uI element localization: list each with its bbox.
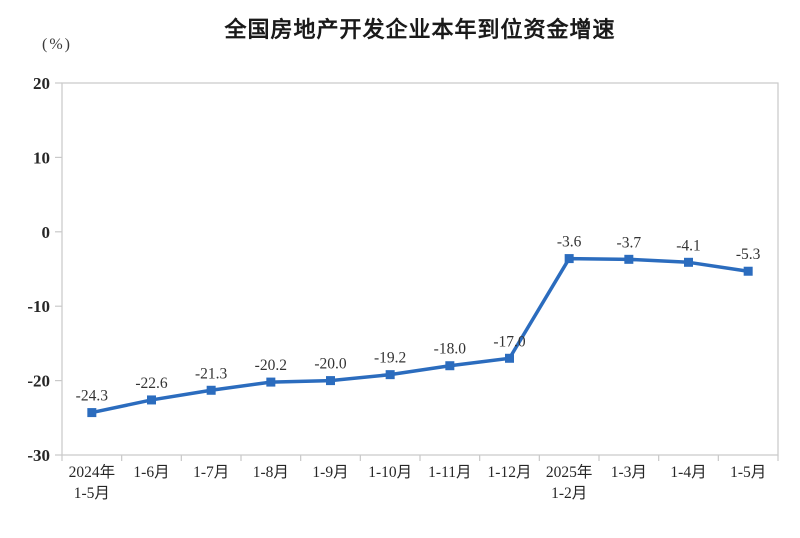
x-axis-category-label: 1-9月 (312, 464, 348, 481)
data-point-marker (206, 385, 216, 395)
y-axis-tick-label: -30 (27, 446, 50, 465)
x-axis-category-label: 2024年 1-5月 (69, 463, 116, 502)
data-point-marker (624, 254, 634, 264)
data-point-marker (266, 377, 276, 387)
y-axis-tick-label: -20 (27, 372, 50, 391)
data-point-label: -5.3 (736, 246, 761, 263)
y-axis-tick-label: 20 (33, 74, 50, 93)
data-point-marker (326, 376, 335, 386)
data-point-label: -22.6 (135, 375, 168, 392)
y-axis-tick-label: -10 (27, 297, 50, 316)
y-axis-tick-label: 0 (42, 223, 51, 242)
data-point-label: -21.3 (195, 365, 228, 382)
data-point-marker (505, 353, 514, 363)
y-axis-unit-label: (%) (42, 36, 72, 53)
x-axis-category-label: 1-10月 (368, 464, 412, 481)
plot-area-border (61, 82, 779, 456)
x-axis-category-label: 1-7月 (193, 464, 229, 481)
data-point-label: -18.0 (434, 341, 467, 358)
data-point-marker (147, 395, 156, 405)
data-line (90, 256, 750, 415)
x-axis-category-label: 2025年 1-2月 (546, 463, 593, 502)
x-axis-category-label: 1-3月 (611, 464, 647, 481)
data-point-marker (445, 361, 455, 371)
data-point-label: -17.0 (493, 333, 526, 350)
data-point-marker (87, 408, 97, 418)
data-point-label: -19.2 (374, 350, 406, 367)
data-point-label: -3.7 (617, 234, 642, 251)
x-axis-category-label: 1-11月 (428, 464, 471, 481)
chart-title: 全国房地产开发企业本年到位资金增速 (224, 17, 616, 42)
y-axis-tick-label: 10 (33, 148, 50, 167)
data-point-marker (684, 257, 693, 267)
data-point-marker (564, 254, 574, 264)
x-axis-category-label: 1-12月 (488, 464, 532, 481)
data-point-label: -4.1 (676, 237, 701, 254)
data-point-label: -24.3 (76, 388, 109, 405)
data-point-label: -3.6 (557, 234, 582, 251)
data-point-label: -20.0 (314, 356, 347, 373)
x-axis-category-label: 1-4月 (670, 464, 706, 481)
data-point-marker (743, 266, 753, 276)
x-axis-category-label: 1-8月 (253, 464, 289, 481)
x-axis-category-label: 1-6月 (133, 464, 169, 481)
x-axis-category-label: 1-5月 (730, 464, 766, 481)
data-point-marker (385, 370, 395, 380)
data-point-label: -20.2 (255, 357, 287, 374)
